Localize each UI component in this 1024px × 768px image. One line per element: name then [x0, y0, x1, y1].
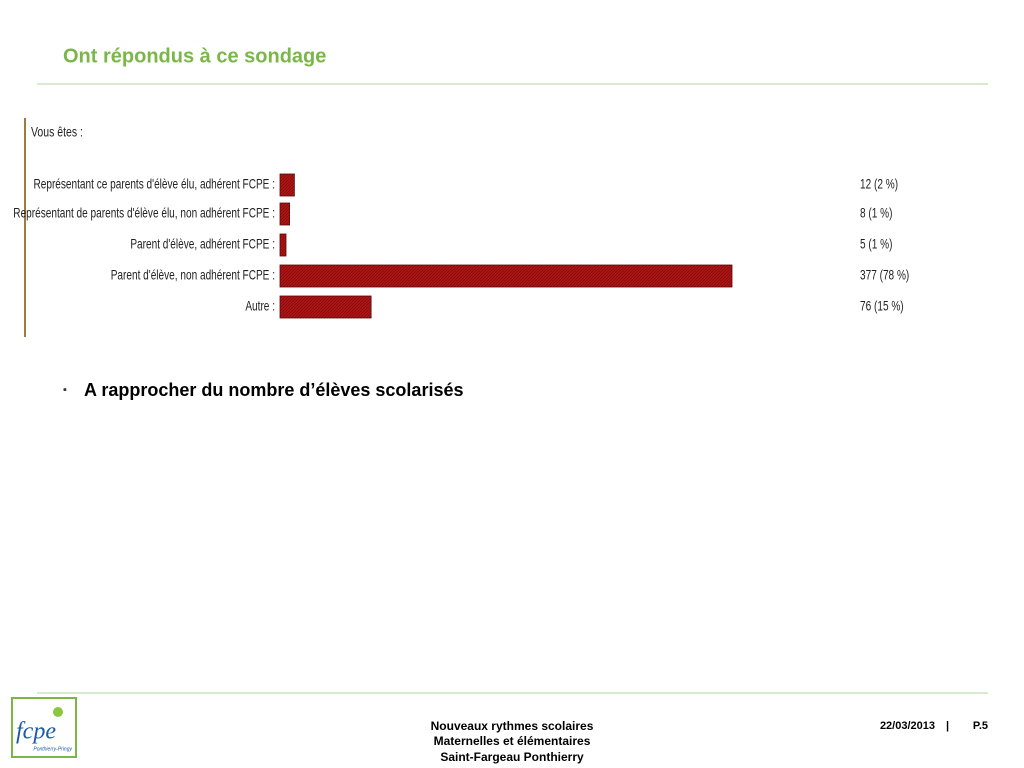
bullet-text: A rapprocher du nombre d’élèves scolaris… [84, 380, 463, 400]
category-label: Représentant ce parents d'élève élu, adh… [33, 176, 275, 192]
chart: Représentant ce parents d'élève élu, adh… [13, 173, 909, 319]
footer-line: Nouveaux rythmes scolaires [431, 719, 594, 733]
logo-box [11, 697, 77, 758]
footer-date: 22/03/2013 [880, 720, 935, 732]
bar [279, 202, 290, 226]
value-label: 76 (15 %) [860, 298, 904, 314]
logo-text: fcpe [16, 719, 56, 745]
footer-separator: | [946, 720, 949, 732]
bar [279, 173, 295, 197]
value-label: 5 (1 %) [860, 236, 892, 252]
chart-title: Vous êtes : [31, 124, 83, 140]
logo-place: Ponthierry-Pringy [33, 746, 72, 752]
category-label: Autre : [245, 298, 275, 314]
category-label: Parent d'élève, non adhérent FCPE : [111, 267, 275, 283]
footer-line: Saint-Fargeau Ponthierry [440, 750, 584, 764]
category-label: Représentant de parents d'élève élu, non… [13, 205, 275, 221]
footer-line: Maternelles et élémentaires [434, 734, 591, 748]
bar [279, 295, 372, 319]
footer-page: P.5 [973, 720, 988, 732]
value-label: 8 (1 %) [860, 205, 892, 221]
slide-title: Ont répondus à ce sondage [63, 45, 326, 67]
bullet-mark: ▪ [63, 384, 67, 396]
category-label: Parent d'élève, adhérent FCPE : [130, 236, 275, 252]
bar [279, 233, 287, 257]
value-label: 377 (78 %) [860, 267, 909, 283]
bar [279, 264, 733, 288]
value-label: 12 (2 %) [860, 176, 898, 192]
logo-icon [53, 707, 63, 717]
